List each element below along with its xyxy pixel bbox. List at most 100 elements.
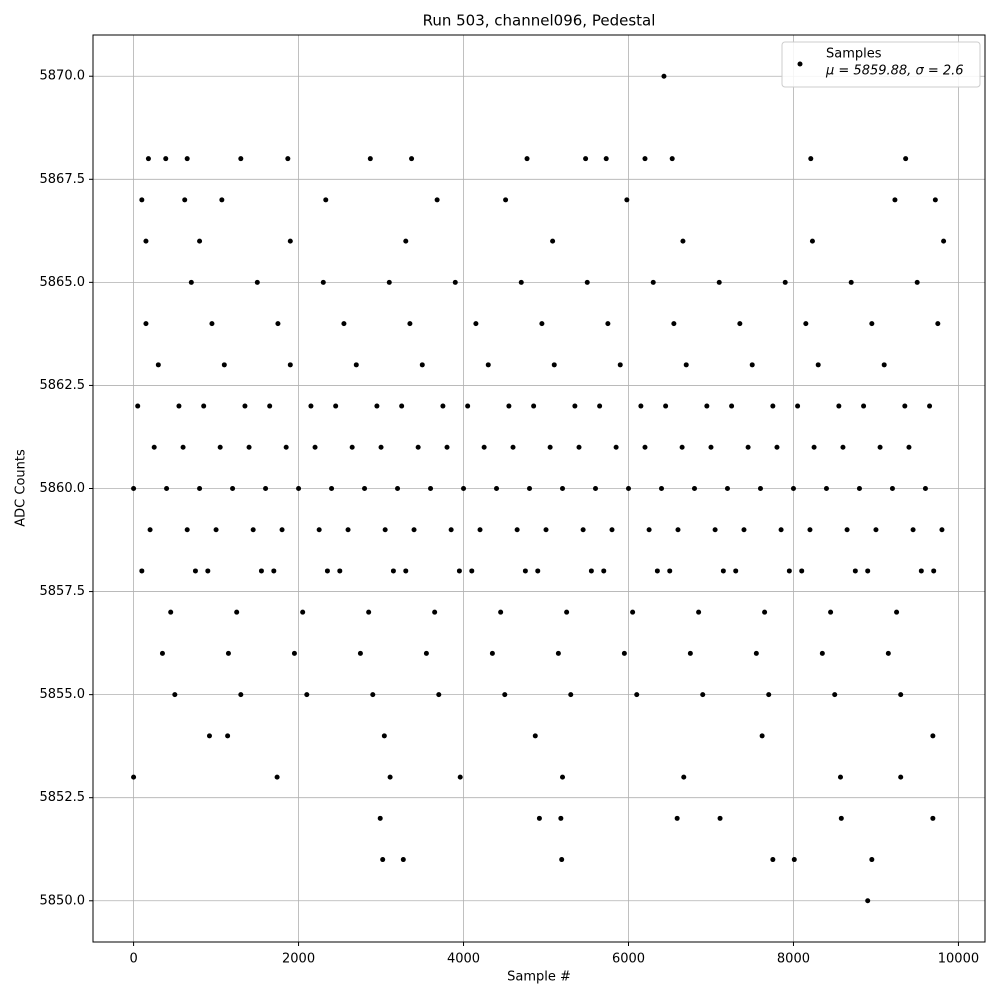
data-point [296, 486, 302, 491]
data-point [267, 403, 273, 409]
data-point [308, 403, 314, 409]
data-point [469, 568, 475, 574]
data-point [381, 733, 387, 739]
data-point [838, 815, 844, 821]
data-point [654, 568, 660, 574]
data-point [184, 156, 190, 162]
data-point [213, 527, 219, 533]
data-point [737, 321, 743, 327]
data-point [291, 650, 297, 656]
data-point [209, 321, 215, 327]
data-point [932, 197, 938, 203]
legend-marker [797, 61, 803, 67]
data-point [168, 609, 174, 615]
data-point [409, 156, 415, 162]
data-point [902, 403, 908, 409]
data-point [558, 815, 564, 821]
data-point [145, 156, 151, 162]
data-point [828, 609, 834, 615]
data-point [852, 568, 858, 574]
data-point [865, 898, 871, 904]
data-point [440, 403, 446, 409]
data-point [720, 568, 726, 574]
data-point [869, 321, 875, 327]
data-point [770, 857, 776, 863]
data-point [221, 362, 227, 368]
data-point [285, 156, 291, 162]
data-point [601, 568, 607, 574]
legend-annotation: μ = 5859.88, σ = 2.6 [825, 64, 964, 79]
legend: Samples μ = 5859.88, σ = 2.6 [781, 41, 981, 88]
data-point [131, 486, 137, 491]
data-point [510, 444, 516, 450]
data-point [844, 527, 850, 533]
data-point [576, 444, 582, 450]
data-point [503, 197, 509, 203]
data-point [661, 73, 667, 79]
data-point [197, 486, 203, 491]
data-point [498, 609, 504, 615]
data-point [527, 486, 533, 491]
data-point [588, 568, 594, 574]
data-point [778, 527, 784, 533]
data-point [370, 692, 376, 698]
y-tick-label: 5855.0 [40, 687, 86, 702]
data-point [323, 197, 329, 203]
data-point [502, 692, 508, 698]
data-point [621, 650, 627, 656]
data-point [580, 527, 586, 533]
data-point [543, 527, 549, 533]
data-point [238, 692, 244, 698]
data-point [898, 692, 904, 698]
data-point [927, 403, 933, 409]
data-point [837, 774, 843, 780]
data-point [518, 279, 524, 285]
data-point [630, 609, 636, 615]
data-point [642, 156, 648, 162]
data-point [617, 362, 623, 368]
data-point [658, 486, 664, 491]
data-point [242, 403, 248, 409]
data-point [803, 321, 809, 327]
data-point [624, 197, 630, 203]
data-point [217, 444, 223, 450]
data-point [333, 403, 339, 409]
data-point [700, 692, 706, 698]
data-point [914, 279, 920, 285]
data-point [473, 321, 479, 327]
data-point [861, 403, 867, 409]
data-point [832, 692, 838, 698]
data-point [300, 609, 306, 615]
data-point [506, 403, 512, 409]
data-point [675, 527, 681, 533]
data-point [717, 815, 723, 821]
data-point [180, 444, 186, 450]
data-point [609, 527, 615, 533]
data-point [638, 403, 644, 409]
data-point [263, 486, 269, 491]
data-point [320, 279, 326, 285]
y-tick-label: 5867.5 [40, 172, 86, 187]
data-point [903, 156, 909, 162]
data-point [840, 444, 846, 450]
data-point [399, 403, 405, 409]
x-axis-label: Sample # [507, 970, 571, 985]
data-point [238, 156, 244, 162]
data-point [481, 444, 487, 450]
data-point [795, 403, 801, 409]
data-point [135, 403, 141, 409]
data-point [271, 568, 277, 574]
data-point [494, 486, 500, 491]
data-point [489, 650, 495, 656]
x-tick-label: 4000 [447, 952, 480, 967]
data-point [663, 403, 669, 409]
chart-title: Run 503, channel096, Pedestal [423, 12, 656, 30]
data-point [188, 279, 194, 285]
data-point [283, 444, 289, 450]
data-point [197, 238, 203, 244]
data-point [941, 238, 947, 244]
data-point [815, 362, 821, 368]
data-point [774, 444, 780, 450]
data-point [182, 197, 188, 203]
